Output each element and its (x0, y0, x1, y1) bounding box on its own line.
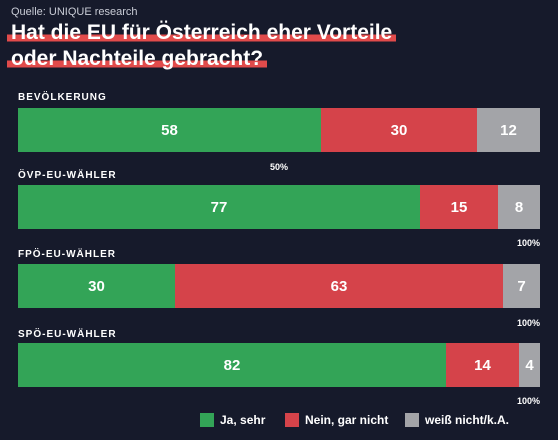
legend-item-ja: Ja, sehr (200, 413, 265, 427)
scale-label: 100% (517, 318, 541, 328)
bar-fpoe-eu-waehler: 30 63 7 (18, 264, 540, 308)
scale-label: 100% (517, 396, 541, 406)
bar-bevoelkerung: 58 30 12 (18, 108, 540, 152)
legend-swatch-nein (285, 413, 299, 427)
weiss-segment: 4 (519, 343, 540, 387)
legend-item-weiss: weiß nicht/k.A. (405, 413, 509, 427)
group-label-spoe-eu-waehler: SPÖ-EU-WÄHLER (18, 329, 117, 340)
ja-segment: 58 (18, 108, 321, 152)
legend-swatch-weiss (405, 413, 419, 427)
chart-title-line-2: oder Nachteile gebracht? (7, 47, 268, 70)
nein-segment: 15 (420, 185, 498, 229)
legend-label-weiss: weiß nicht/k.A. (425, 413, 510, 427)
weiss-segment: 8 (498, 185, 540, 229)
ja-segment: 82 (18, 343, 446, 387)
ja-segment: 77 (18, 185, 420, 229)
group-label-oevp-eu-waehler: ÖVP-EU-WÄHLER (18, 170, 117, 181)
scale-label: 100% (517, 238, 541, 248)
chart-title-line-1: Hat die EU für Österreich eher Vorteile (7, 21, 397, 44)
nein-segment: 63 (175, 264, 503, 308)
legend-swatch-ja (200, 413, 214, 427)
legend-label-nein: Nein, gar nicht (305, 413, 389, 427)
nein-segment: 14 (446, 343, 519, 387)
legend-label-ja: Ja, sehr (220, 413, 266, 427)
ja-segment: 30 (18, 264, 175, 308)
scale-label: 50% (270, 162, 289, 172)
group-label-bevoelkerung: BEVÖLKERUNG (18, 92, 107, 103)
bar-spoe-eu-waehler: 82 14 4 (18, 343, 540, 387)
nein-segment: 30 (321, 108, 477, 152)
weiss-segment: 12 (477, 108, 540, 152)
source-note: Quelle: UNIQUE research (11, 6, 138, 18)
group-label-fpoe-eu-waehler: FPÖ-EU-WÄHLER (18, 249, 116, 260)
weiss-segment: 7 (503, 264, 540, 308)
legend-item-nein: Nein, gar nicht (285, 413, 388, 427)
bar-oevp-eu-waehler: 77 15 8 (18, 185, 540, 229)
